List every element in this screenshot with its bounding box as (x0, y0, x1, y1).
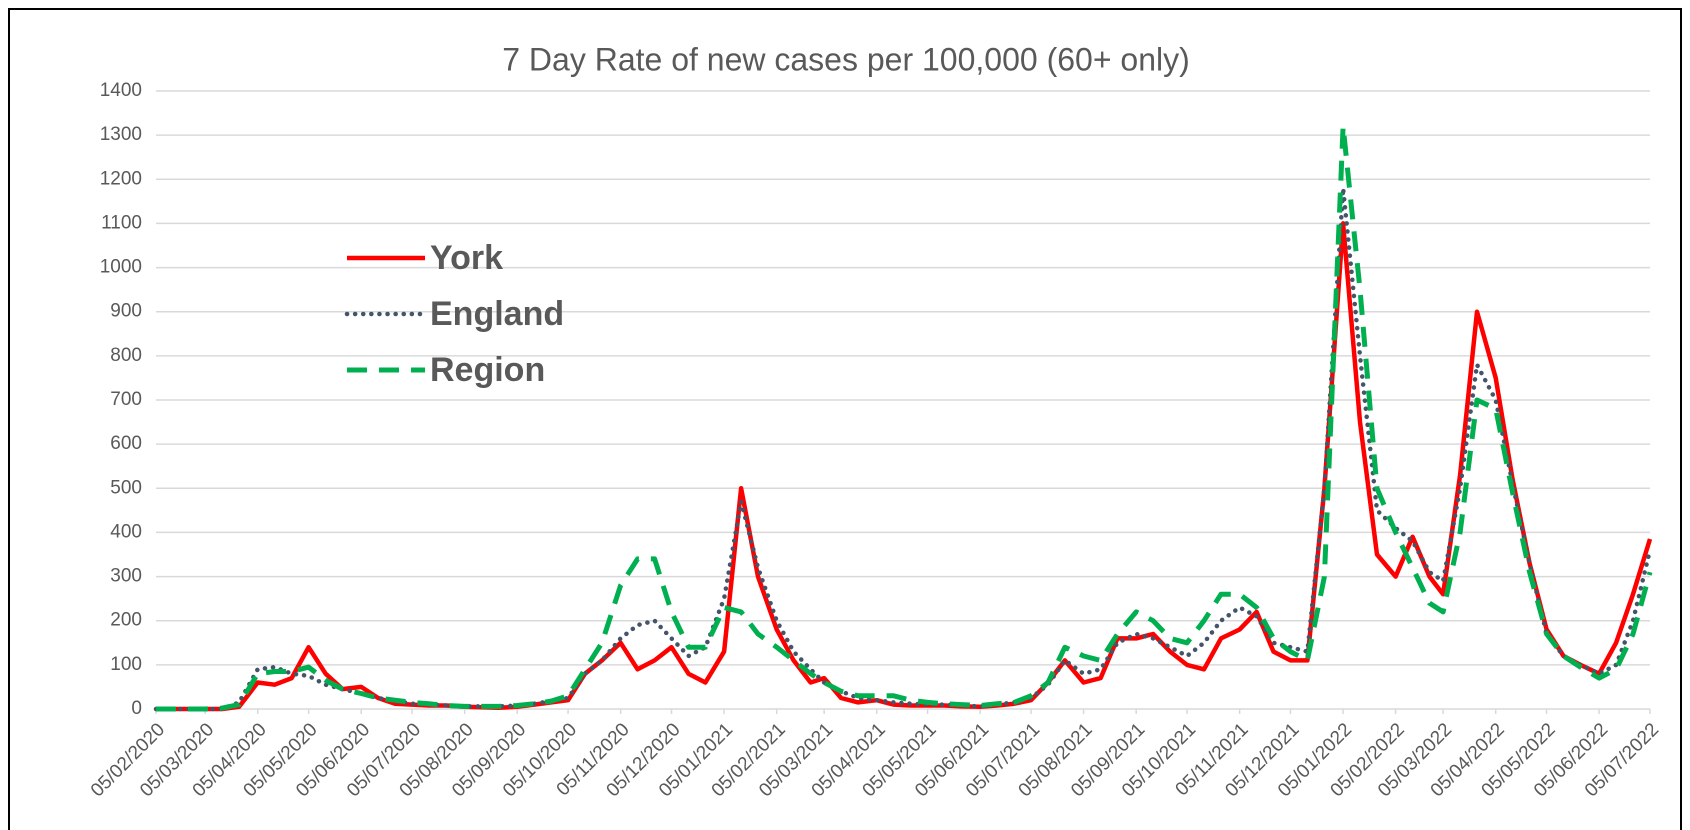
y-tick-label: 700 (110, 389, 142, 410)
y-tick-label: 200 (110, 610, 142, 631)
y-tick-label: 1100 (101, 212, 142, 233)
y-tick-label: 400 (110, 521, 142, 542)
legend-label: Region (430, 351, 545, 389)
chart-title: 7 Day Rate of new cases per 100,000 (60+… (502, 41, 1190, 77)
y-tick-label: 500 (110, 477, 142, 498)
legend-label: York (430, 239, 503, 277)
chart-frame (8, 8, 1682, 830)
y-tick-label: 1000 (100, 257, 142, 278)
y-tick-label: 1400 (100, 80, 142, 101)
y-tick-label: 1200 (100, 168, 142, 189)
y-tick-label: 600 (110, 433, 142, 454)
y-tick-label: 100 (110, 654, 142, 675)
y-tick-label: 300 (110, 566, 142, 587)
y-tick-label: 900 (110, 301, 142, 322)
legend-label: England (430, 295, 564, 333)
y-tick-label: 0 (131, 698, 142, 719)
series-line (156, 123, 1653, 712)
y-tick-label: 800 (110, 345, 142, 366)
y-tick-label: 1300 (100, 124, 142, 145)
